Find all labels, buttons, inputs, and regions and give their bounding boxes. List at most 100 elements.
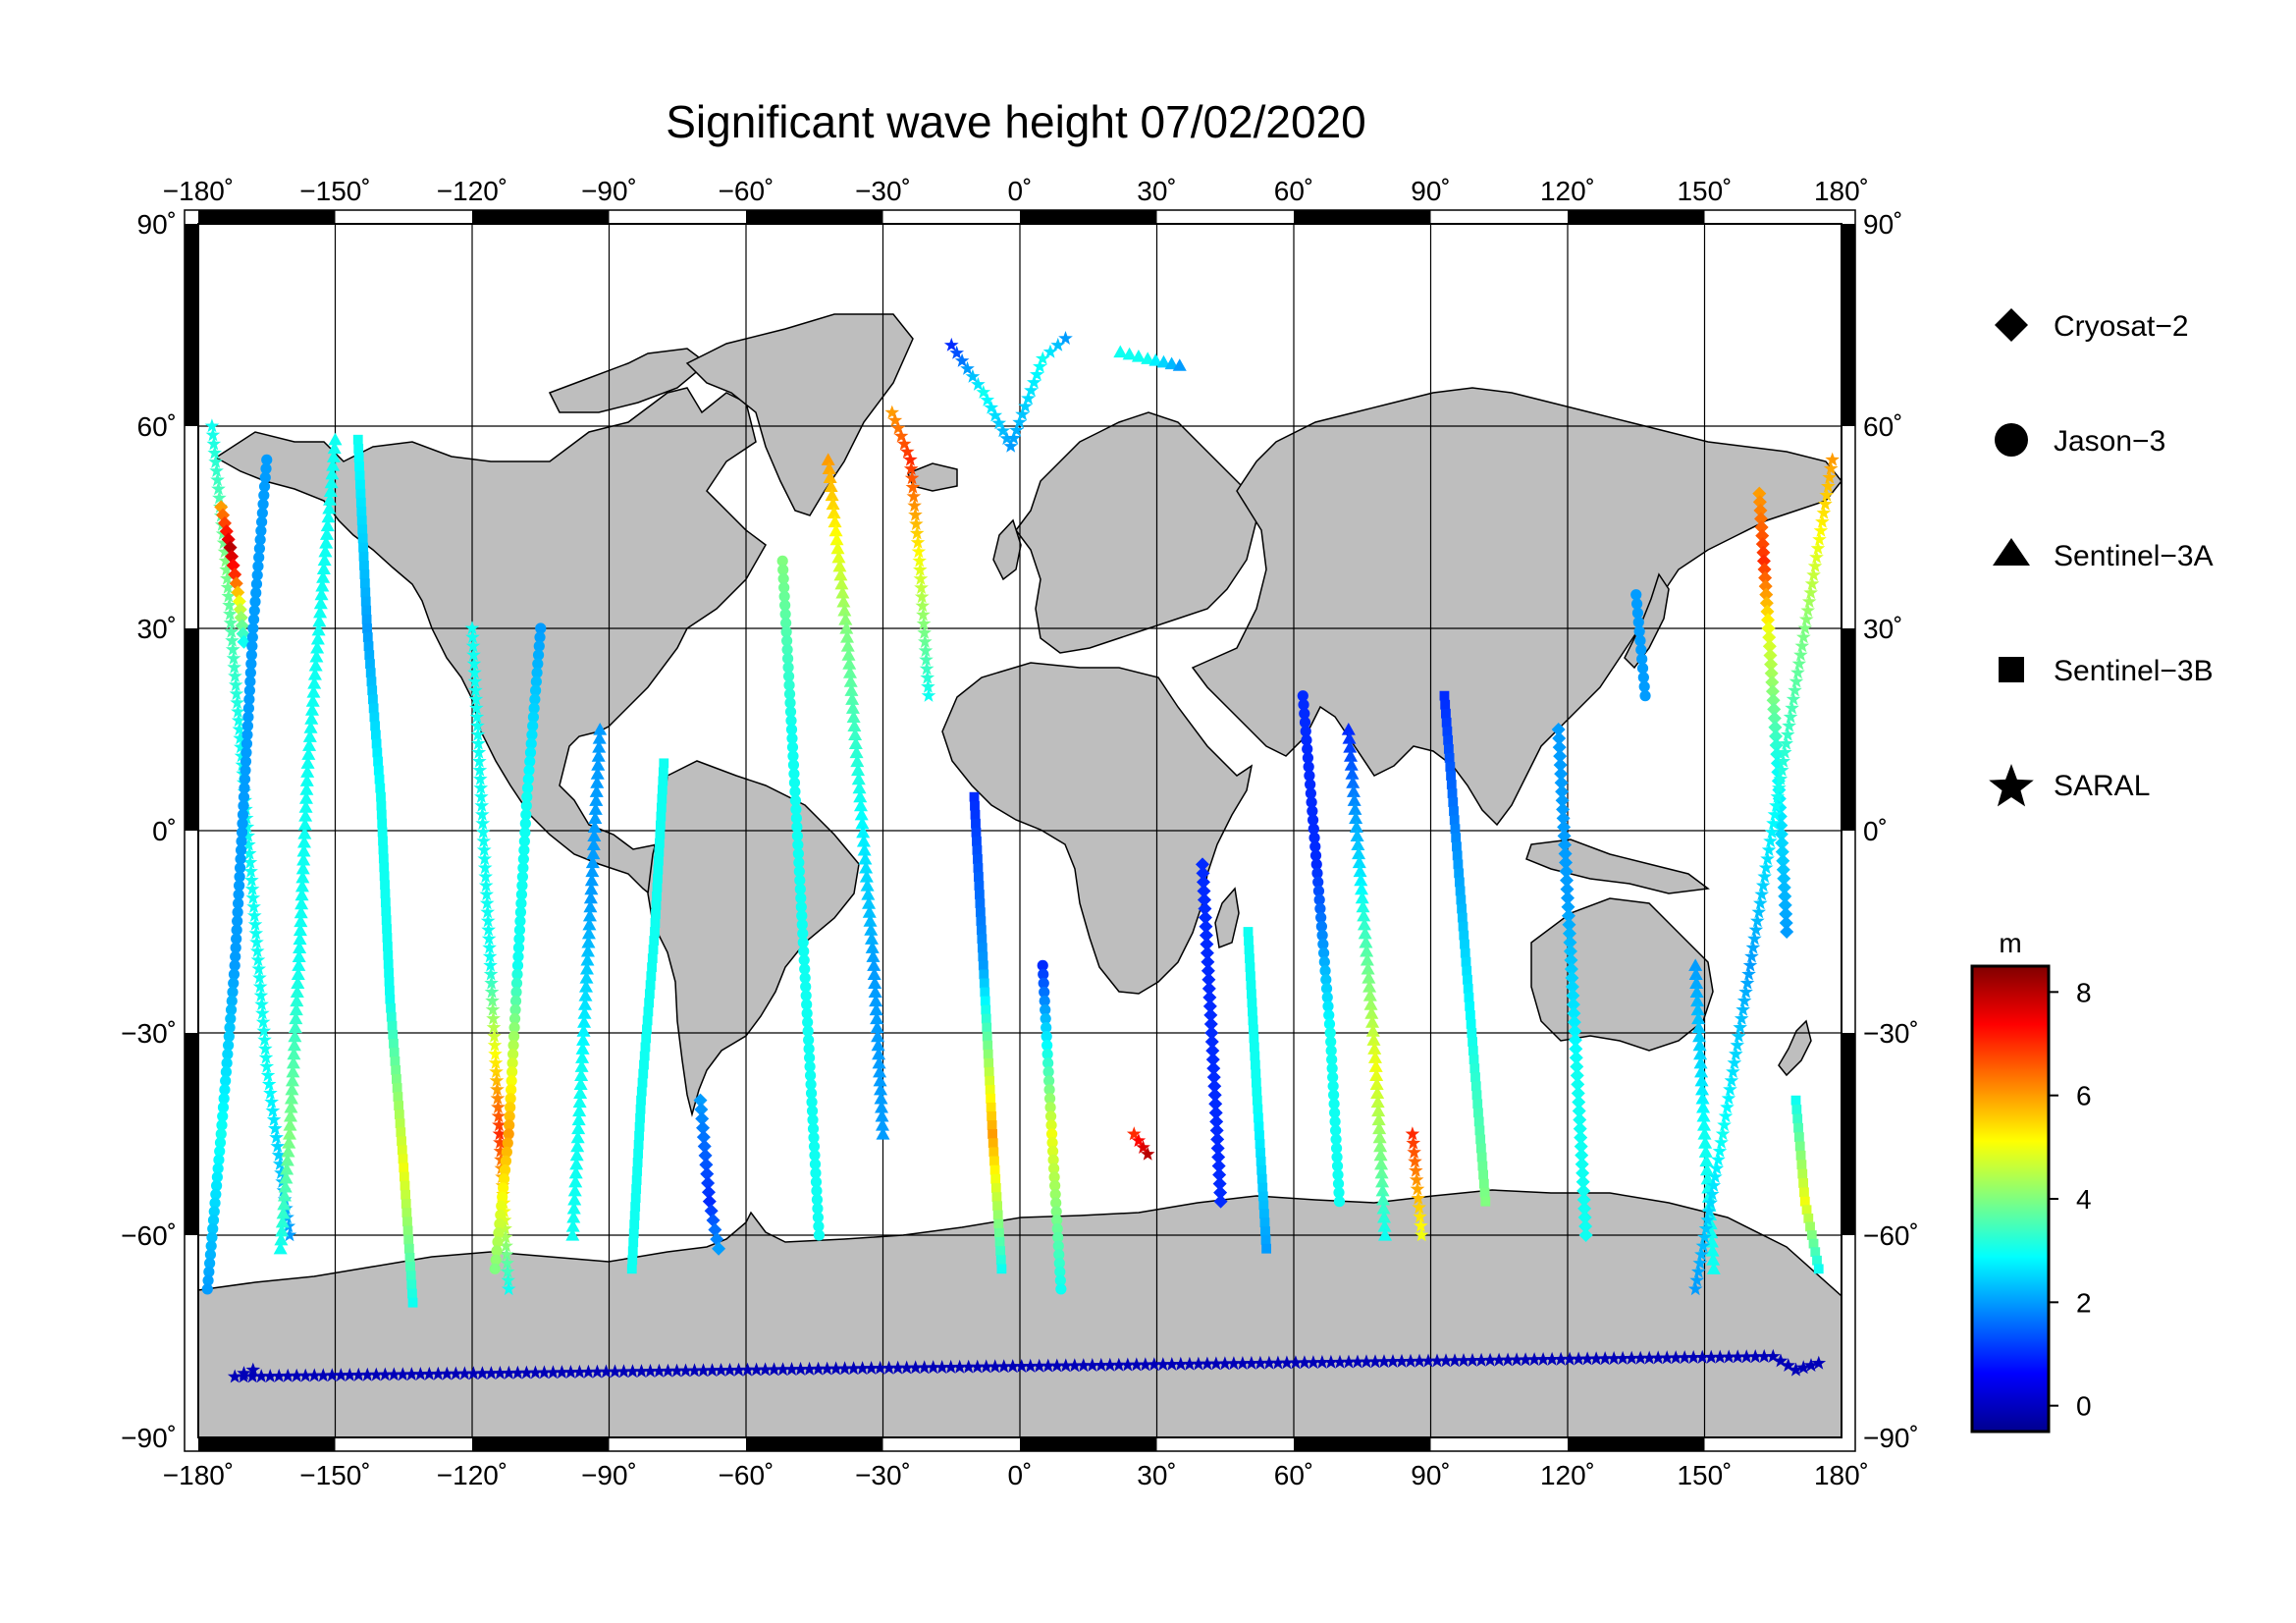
track-cryosat-2 — [214, 500, 251, 649]
star-marker — [231, 713, 246, 728]
square-marker — [987, 1120, 997, 1130]
circle-marker — [778, 590, 790, 603]
star-marker — [1704, 1186, 1720, 1201]
triangle-marker — [578, 989, 593, 1001]
circle-marker — [778, 581, 790, 594]
star-marker — [466, 656, 482, 671]
square-marker — [1245, 962, 1255, 973]
circle-marker — [794, 884, 806, 895]
square-marker — [628, 1237, 639, 1248]
circle-marker — [227, 986, 239, 999]
square-marker — [1797, 1168, 1808, 1179]
triangle-marker — [838, 612, 853, 625]
star-marker — [471, 735, 486, 750]
circle-marker — [256, 515, 268, 528]
star-marker — [480, 904, 495, 919]
triangle-marker — [876, 1127, 890, 1140]
star-marker — [1730, 1349, 1745, 1364]
square-marker — [397, 1145, 407, 1156]
circle-marker — [1053, 1249, 1065, 1261]
star-marker — [225, 632, 240, 647]
lat-tick-label-left: 60˚ — [137, 411, 177, 442]
circle-marker — [530, 684, 542, 696]
diamond-marker — [233, 602, 247, 617]
circle-marker — [226, 995, 238, 1007]
diamond-marker — [701, 1185, 716, 1200]
diamond-marker — [1755, 537, 1770, 552]
diamond-marker — [1567, 1015, 1581, 1030]
square-marker — [995, 1246, 1006, 1256]
diamond-marker — [1778, 889, 1792, 903]
frame-bar — [746, 1437, 883, 1451]
star-marker — [297, 1368, 313, 1382]
star-marker — [466, 647, 481, 662]
star-marker — [1409, 1163, 1423, 1177]
star-marker — [1711, 1152, 1726, 1166]
circle-marker — [1327, 1080, 1339, 1092]
star-marker — [493, 1135, 507, 1149]
triangle-marker — [858, 851, 873, 865]
circle-marker — [1044, 1110, 1057, 1122]
triangle-marker — [865, 941, 880, 953]
triangle-marker — [859, 869, 874, 883]
star-marker — [241, 837, 256, 851]
star-marker — [1035, 351, 1050, 365]
diamond-marker — [1196, 866, 1210, 881]
lon-tick-label-bottom: −90˚ — [581, 1460, 637, 1490]
star-marker — [431, 1366, 446, 1380]
diamond-marker — [1203, 1016, 1218, 1031]
square-marker — [382, 933, 393, 943]
triangle-marker — [872, 1055, 886, 1069]
triangle-marker — [1357, 917, 1371, 931]
star-marker — [289, 1368, 304, 1382]
diamond-marker — [1561, 899, 1575, 914]
diamond-marker — [1197, 893, 1211, 907]
square-marker — [380, 897, 391, 908]
circle-marker — [244, 667, 256, 678]
star-marker — [1709, 1161, 1725, 1175]
star-marker — [1562, 1351, 1577, 1366]
square-marker — [392, 1083, 402, 1093]
square-marker — [384, 967, 394, 978]
star-marker — [220, 579, 236, 594]
circle-marker — [1308, 823, 1319, 835]
triangle-marker — [304, 712, 319, 725]
triangle-marker — [298, 809, 313, 822]
star-marker — [479, 887, 494, 901]
circle-marker — [492, 1236, 504, 1248]
circle-marker — [1299, 717, 1311, 729]
diamond-marker — [1212, 1167, 1227, 1182]
star-marker — [1761, 842, 1777, 857]
diamond-marker — [1552, 740, 1567, 755]
circle-marker — [785, 724, 798, 735]
square-marker — [407, 1288, 417, 1299]
square-marker — [1257, 1182, 1268, 1193]
star-marker — [449, 1366, 463, 1380]
circle-marker — [791, 821, 803, 833]
star-marker — [473, 771, 488, 785]
triangle-marker — [313, 596, 328, 610]
star-marker — [1412, 1200, 1426, 1215]
square-marker — [366, 676, 377, 687]
triangle-marker — [287, 1047, 301, 1060]
circle-marker — [239, 783, 250, 794]
triangle-marker — [869, 994, 883, 1007]
lon-tick-label-top: −90˚ — [581, 176, 637, 206]
triangle-marker — [845, 692, 860, 705]
square-marker — [400, 1180, 410, 1191]
circle-marker — [1307, 805, 1318, 817]
square-marker — [359, 569, 370, 579]
square-marker — [1255, 1156, 1266, 1166]
triangle-marker — [293, 932, 307, 946]
triangle-marker — [569, 1148, 584, 1162]
circle-marker — [233, 889, 244, 900]
square-marker — [363, 641, 374, 651]
triangle-marker — [290, 994, 304, 1007]
star-marker — [1058, 331, 1073, 345]
circle-marker — [1330, 1133, 1342, 1146]
circle-marker — [793, 865, 805, 878]
circle-marker — [504, 1119, 515, 1131]
star-marker — [1030, 366, 1044, 381]
star-marker — [1745, 940, 1761, 954]
diamond-marker — [1563, 935, 1577, 949]
